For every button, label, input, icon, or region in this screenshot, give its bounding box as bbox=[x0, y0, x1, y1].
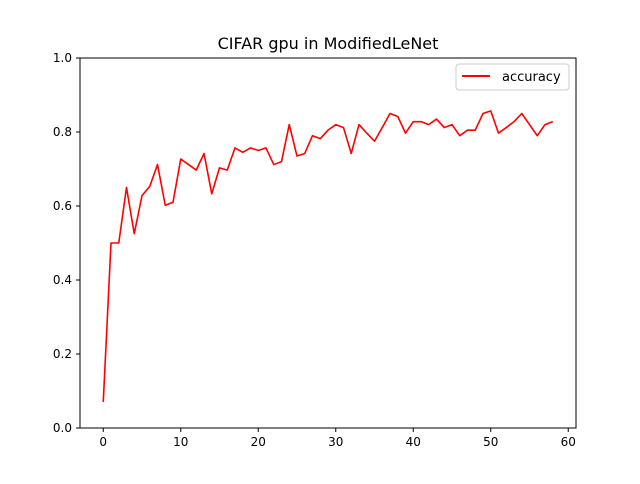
y-tick-label: 0.8 bbox=[53, 125, 72, 139]
x-tick-label: 50 bbox=[483, 435, 498, 449]
plot-frame bbox=[79, 57, 577, 429]
x-axis-ticks: 0 10 20 30 40 50 60 bbox=[99, 428, 576, 449]
y-tick-label: 0.6 bbox=[53, 199, 72, 213]
x-tick-label: 60 bbox=[561, 435, 576, 449]
x-tick-label: 40 bbox=[406, 435, 421, 449]
chart-title: CIFAR gpu in ModifiedLeNet bbox=[218, 34, 439, 53]
x-tick-label: 20 bbox=[251, 435, 266, 449]
y-tick-label: 1.0 bbox=[53, 51, 72, 65]
x-tick-label: 0 bbox=[99, 435, 107, 449]
y-tick-label: 0.0 bbox=[53, 421, 72, 435]
y-tick-label: 0.4 bbox=[53, 273, 72, 287]
x-tick-label: 30 bbox=[328, 435, 343, 449]
y-axis-ticks: 0.0 0.2 0.4 0.6 0.8 1.0 bbox=[53, 51, 80, 435]
legend: accuracy bbox=[455, 63, 570, 91]
series-line-accuracy bbox=[102, 110, 554, 403]
y-tick-label: 0.2 bbox=[53, 347, 72, 361]
series-layer bbox=[102, 110, 554, 403]
legend-box bbox=[455, 63, 570, 91]
legend-label-accuracy: accuracy bbox=[502, 70, 561, 85]
x-tick-label: 10 bbox=[173, 435, 188, 449]
